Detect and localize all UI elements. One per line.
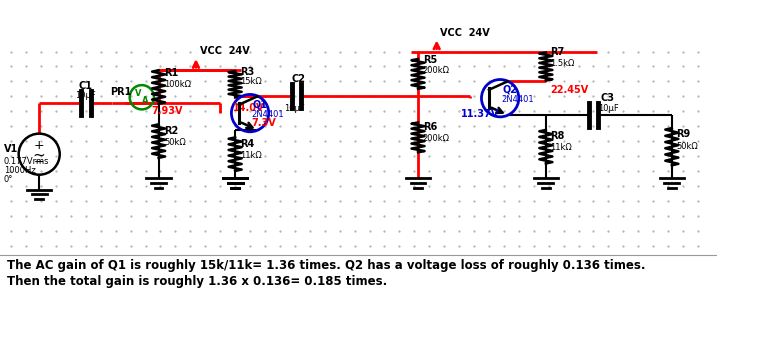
Text: VCC  24V: VCC 24V [440, 28, 490, 38]
Text: V: V [135, 89, 141, 98]
Text: 2N4401: 2N4401 [501, 95, 534, 104]
Text: R9: R9 [677, 129, 690, 139]
Text: 200kΩ: 200kΩ [422, 66, 450, 75]
Text: PR1: PR1 [110, 87, 131, 98]
Text: Then the total gain is roughly 1.36 x 0.136= 0.185 times.: Then the total gain is roughly 1.36 x 0.… [8, 275, 388, 288]
Text: 10µF: 10µF [598, 104, 619, 113]
Text: C2: C2 [291, 74, 305, 84]
Text: ~: ~ [32, 148, 45, 163]
Text: 15kΩ: 15kΩ [240, 77, 262, 86]
Text: 2N4401: 2N4401 [251, 110, 283, 119]
Text: 100kΩ: 100kΩ [164, 80, 191, 89]
Text: 14.0V: 14.0V [233, 103, 265, 113]
Text: R6: R6 [422, 122, 437, 132]
Text: R7: R7 [551, 47, 564, 57]
Text: 11kΩ: 11kΩ [551, 144, 572, 152]
Text: 1000Hz: 1000Hz [4, 166, 35, 175]
Text: C1: C1 [78, 81, 92, 91]
Text: 1.5kΩ: 1.5kΩ [551, 59, 575, 69]
Text: R4: R4 [240, 139, 254, 149]
Text: The AC gain of Q1 is roughly 15k/11k= 1.36 times. Q2 has a voltage loss of rough: The AC gain of Q1 is roughly 15k/11k= 1.… [8, 259, 646, 272]
Text: 200kΩ: 200kΩ [422, 134, 450, 143]
Text: VCC  24V: VCC 24V [200, 46, 250, 56]
Text: −: − [34, 156, 45, 169]
Text: 7.3V: 7.3V [251, 118, 276, 128]
Text: 50kΩ: 50kΩ [677, 142, 698, 151]
Text: 0.177Vrms: 0.177Vrms [4, 157, 49, 165]
Text: Q2: Q2 [503, 85, 518, 94]
Text: +: + [34, 139, 45, 152]
Text: R1: R1 [164, 68, 178, 78]
Text: 7.93V: 7.93V [151, 106, 183, 116]
Text: 11kΩ: 11kΩ [240, 151, 262, 160]
Text: 50kΩ: 50kΩ [164, 138, 186, 147]
Text: V1: V1 [4, 144, 18, 154]
Text: R5: R5 [422, 55, 437, 65]
Text: 10µF: 10µF [74, 91, 95, 100]
Text: C3: C3 [601, 93, 615, 103]
Text: R3: R3 [240, 67, 254, 77]
Text: R2: R2 [164, 125, 178, 136]
Text: 10µF: 10µF [283, 104, 304, 113]
Text: 0°: 0° [4, 175, 13, 184]
Text: 11.37V: 11.37V [461, 109, 499, 119]
Text: 22.45V: 22.45V [551, 85, 589, 94]
Text: Q1: Q1 [253, 100, 268, 109]
Text: R8: R8 [551, 131, 565, 141]
Text: A: A [142, 97, 149, 105]
